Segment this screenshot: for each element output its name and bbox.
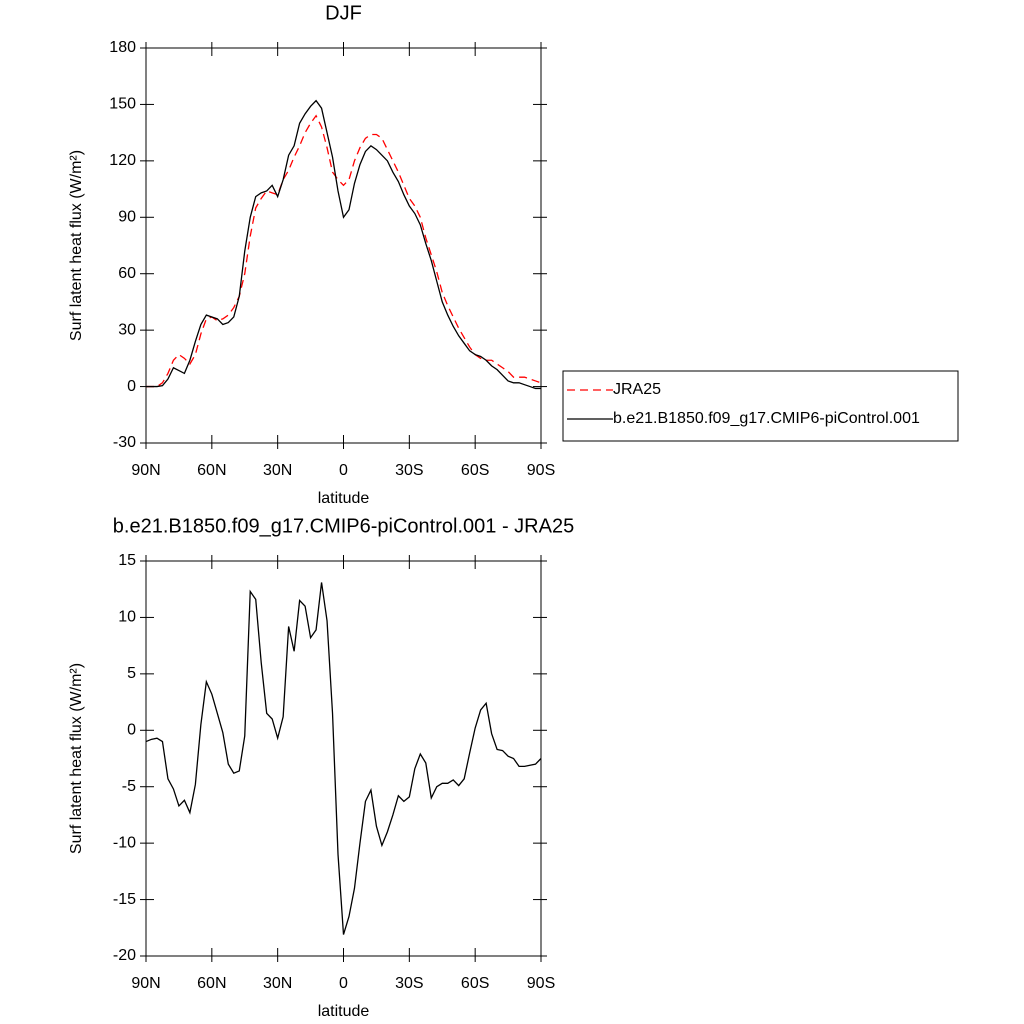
- y-tick-label: -15: [113, 891, 136, 908]
- legend-box: [562, 370, 959, 442]
- x-axis-label: latitude: [318, 490, 370, 507]
- y-tick-label: 15: [118, 552, 136, 569]
- x-tick-label: 90N: [131, 462, 160, 479]
- y-tick-label: 150: [109, 96, 136, 113]
- x-tick-label: 30S: [395, 975, 423, 992]
- x-tick-label: 60S: [461, 975, 489, 992]
- x-tick-label: 60S: [461, 462, 489, 479]
- x-tick-label: 0: [339, 975, 348, 992]
- y-tick-label: -30: [113, 434, 136, 451]
- y-axis-label: Surf latent heat flux (W/m²): [68, 663, 85, 854]
- y-tick-label: -10: [113, 834, 136, 851]
- x-tick-label: 30N: [263, 462, 292, 479]
- x-tick-label: 90S: [527, 975, 555, 992]
- x-tick-label: 60N: [197, 975, 226, 992]
- x-axis-label: latitude: [318, 1003, 370, 1020]
- x-tick-label: 30S: [395, 462, 423, 479]
- x-tick-label: 0: [339, 462, 348, 479]
- y-tick-label: 30: [118, 321, 136, 338]
- chart-title: b.e21.B1850.f09_g17.CMIP6-piControl.001 …: [113, 515, 574, 537]
- y-tick-label: 90: [118, 209, 136, 226]
- data-line: [146, 114, 542, 388]
- y-tick-label: -20: [113, 947, 136, 964]
- y-tick-label: 180: [109, 39, 136, 56]
- y-tick-label: 60: [118, 265, 136, 282]
- y-tick-label: 5: [127, 665, 136, 682]
- y-tick-label: 120: [109, 152, 136, 169]
- y-axis-label: Surf latent heat flux (W/m²): [68, 150, 85, 341]
- y-tick-label: 0: [127, 378, 136, 395]
- x-tick-label: 90N: [131, 975, 160, 992]
- chart-title: DJF: [325, 2, 362, 24]
- y-tick-label: 0: [127, 722, 136, 739]
- legend-label: b.e21.B1850.f09_g17.CMIP6-piControl.001: [613, 410, 920, 427]
- plot-frame: [145, 47, 542, 444]
- data-line: [145, 582, 542, 935]
- data-line: [146, 99, 541, 390]
- x-tick-label: 60N: [197, 462, 226, 479]
- legend-label: JRA25: [613, 381, 661, 398]
- plot-frame: [145, 560, 542, 957]
- y-tick-label: -5: [122, 778, 136, 795]
- x-tick-label: 30N: [263, 975, 292, 992]
- x-tick-label: 90S: [527, 462, 555, 479]
- y-tick-label: 10: [118, 609, 136, 626]
